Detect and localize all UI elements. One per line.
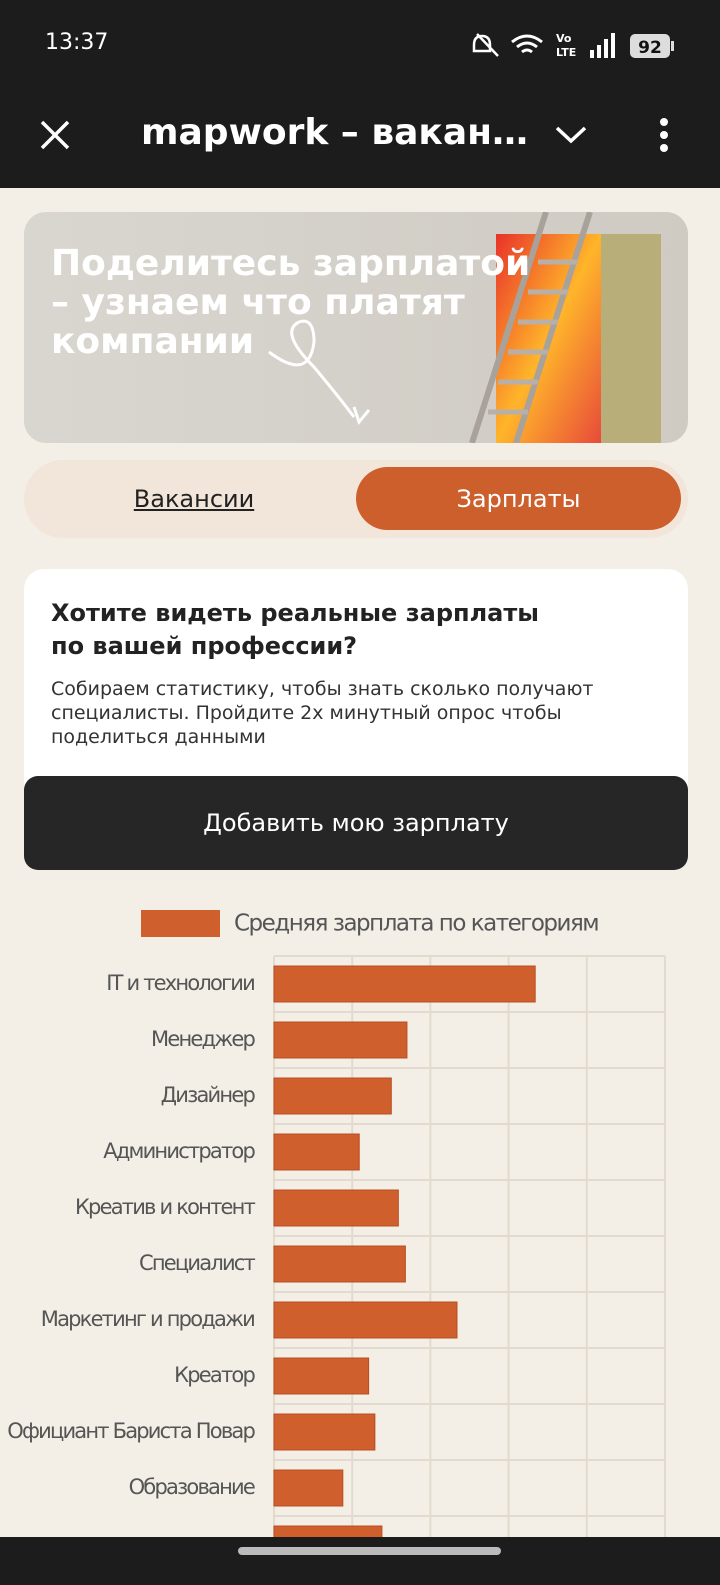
y-tick-label: IT и технологии: [106, 971, 254, 995]
battery-level: 92: [638, 38, 662, 58]
banner-line: – узнаем что платят: [51, 282, 465, 323]
y-tick-label: Официант Бариста Повар: [7, 1419, 255, 1443]
bar: [273, 1301, 458, 1339]
y-tick-label: Специалист: [139, 1251, 256, 1275]
card-title: Хотите видеть реальные зарплаты по вашей…: [51, 597, 539, 663]
info-card: Хотите видеть реальные зарплаты по вашей…: [24, 569, 688, 809]
home-indicator[interactable]: [238, 1547, 501, 1555]
tab[interactable]: Вакансии: [133, 485, 255, 513]
add-salary-button[interactable]: Добавить мою зарплату: [24, 776, 688, 870]
chart: Средняя зарплата по категориям IT и техно…: [7, 910, 666, 1537]
bar: [273, 1133, 360, 1171]
bar: [273, 1077, 392, 1115]
status-icons: Vo LTE 92: [472, 32, 674, 59]
network-label: Vo: [556, 32, 572, 45]
status-bar: 13:37 Vo LTE 92: [0, 0, 720, 90]
clock: 13:37: [45, 30, 109, 55]
bar: [273, 1357, 370, 1395]
bar: [273, 1245, 406, 1283]
menu-button[interactable]: [656, 116, 672, 156]
banner-line: компании: [51, 321, 255, 362]
card-body-line: поделиться данными: [51, 726, 266, 748]
card-title-line: Хотите видеть реальные зарплаты: [51, 599, 539, 627]
legend-swatch: [141, 910, 220, 937]
banner-line: Поделитесь зарплатой: [51, 243, 531, 284]
bar: [273, 1469, 344, 1507]
tab-active[interactable]: Зарплаты: [356, 467, 681, 530]
card-body-line: Собираем статистику, чтобы знать сколько…: [51, 678, 594, 700]
y-tick-label: Креатор: [174, 1363, 255, 1387]
legend-label: Средняя зарплата по категориям: [234, 911, 598, 937]
bar: [273, 1021, 408, 1059]
y-tick-label: Менеджер: [151, 1027, 255, 1051]
app-bar: mapwork – вакан…: [0, 90, 720, 188]
banner[interactable]: Поделитесь зарплатой – узнаем что платят…: [24, 212, 688, 443]
page-title: mapwork – вакан…: [141, 112, 528, 153]
bar: [273, 965, 536, 1003]
y-tick-label: Администратор: [103, 1139, 255, 1163]
bar: [273, 1189, 399, 1227]
banner-art: [268, 212, 661, 443]
card-body: Собираем статистику, чтобы знать сколько…: [51, 677, 594, 749]
expand-button[interactable]: [554, 124, 588, 146]
bar: [273, 1525, 383, 1537]
tab-bar: Вакансии Зарплаты: [24, 460, 688, 538]
y-tick-label: Маркетинг и продажи: [41, 1307, 254, 1331]
y-tick-label: Образование: [129, 1475, 255, 1499]
close-button[interactable]: [38, 118, 72, 152]
banner-text: Поделитесь зарплатой – узнаем что платят…: [51, 244, 530, 361]
bar: [273, 1413, 376, 1451]
card-title-line: по вашей профессии?: [51, 632, 358, 660]
card-body-line: специалисты. Пройдите 2х минутный опрос …: [51, 702, 562, 724]
y-tick-label: Дизайнер: [161, 1083, 256, 1107]
y-tick-label: Креатив и контент: [75, 1195, 256, 1219]
network-label: LTE: [556, 46, 576, 59]
navigation-bar: [0, 1537, 720, 1585]
